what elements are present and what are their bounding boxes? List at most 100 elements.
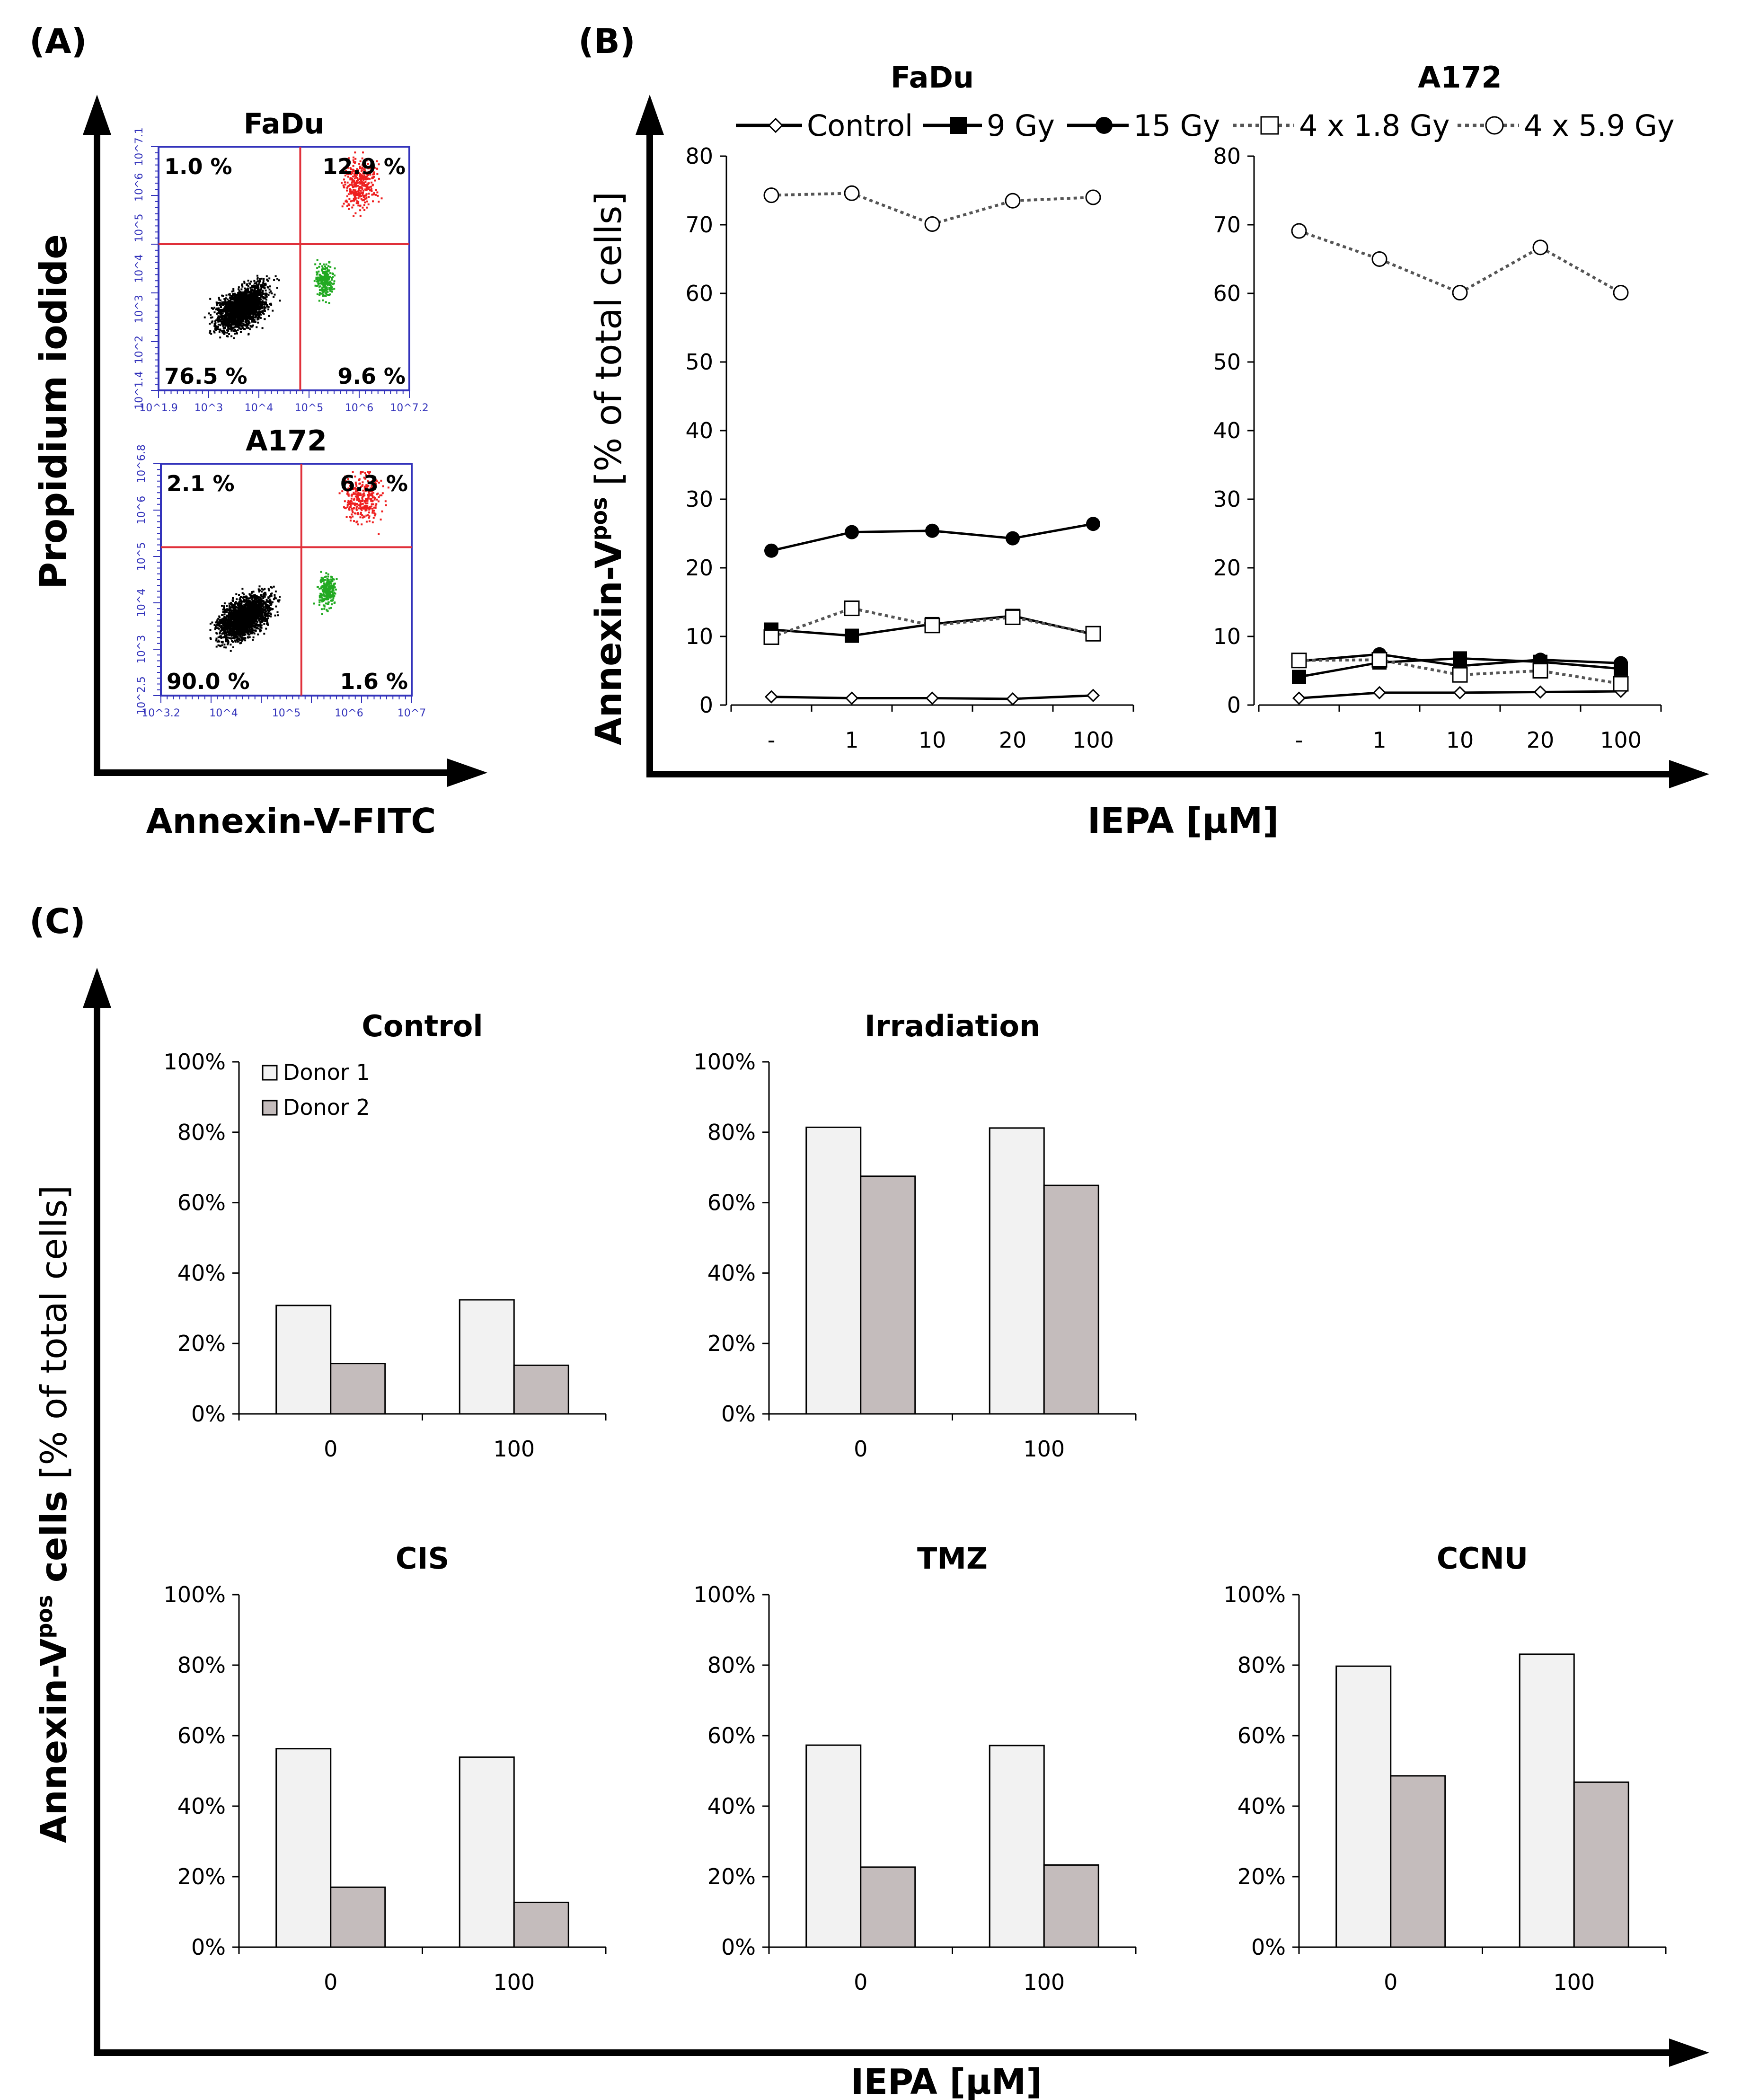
y-tick-label: 0% [721, 1934, 756, 1960]
bar-donor-1 [805, 1744, 862, 1948]
bar-donor-2 [860, 1175, 916, 1415]
y-tick-label: 60% [177, 1190, 226, 1216]
x-tick-label: 0 [1384, 1969, 1397, 1995]
bar-donor-2 [1043, 1864, 1099, 1948]
marker-circle-open [924, 216, 940, 232]
quadrant-upper-left: 2.1 % [167, 471, 235, 496]
marker-square-open [1291, 653, 1307, 669]
marker-diamond [768, 117, 784, 133]
y-tick-label: 40% [177, 1793, 226, 1819]
x-tick-label: 100 [1023, 1969, 1065, 1995]
bar-subplot-irradiation: Irradiation 0% 20% 40% 60% 80% 100% 0 100 [693, 1009, 1137, 1462]
x-tick-label: 10^6 [335, 707, 363, 719]
panel-b-ylabel-rest: [% of total cells] [587, 192, 629, 497]
series-control [1292, 684, 1628, 705]
y-tick-label: 10^2.5 [136, 676, 148, 715]
x-tick-label: - [1295, 727, 1303, 753]
panel-c-ylabel: Annexin-Vpos cells [% of total cells] [32, 1185, 75, 1843]
marker-square-open [1085, 626, 1101, 642]
x-tick-label: 10^3 [194, 402, 223, 414]
y-tick-label: 40% [177, 1260, 226, 1286]
y-tick-label: 60% [1237, 1723, 1286, 1748]
legend-label: Control [807, 108, 913, 143]
series-4-x-5-9-gy [1291, 223, 1629, 301]
flow-plot-a172: A172 10^3.2 10^4 10^5 10^6 10^7 10^2.5 10^3 10^4… [136, 424, 426, 719]
y-tick-label: 10^3 [136, 635, 148, 663]
y-tick-label: 20% [177, 1864, 226, 1889]
y-tick-label: 10^7.1 [133, 127, 145, 166]
flow-plot-title: FaDu [244, 107, 324, 141]
marker-circle-filled [1086, 517, 1100, 531]
line-subplot-a172: A172 0 10 20 30 40 50 60 70 80 - 1 10 20 100 [1213, 60, 1662, 753]
bar-donor-1 [1519, 1653, 1575, 1948]
marker-diamond [925, 691, 939, 705]
marker-square-filled [950, 117, 967, 134]
marker-circle-open [1371, 251, 1387, 267]
y-tick-label: 10^5 [136, 542, 148, 571]
y-tick-label: 50 [1213, 349, 1241, 375]
subplot-title: CIS [396, 1541, 449, 1576]
y-tick-label: 0 [699, 692, 713, 718]
dots-early-apoptotic [313, 259, 336, 304]
y-tick-label: 20% [1237, 1864, 1286, 1889]
y-tick-label: 80 [685, 143, 713, 169]
marker-circle-open [844, 185, 860, 201]
bar-donor-2 [860, 1866, 916, 1948]
x-tick-label: 10^7 [398, 707, 426, 719]
bar-donor-2 [1390, 1775, 1446, 1948]
marker-square-open [1452, 667, 1468, 683]
y-tick-label: 10^6 [133, 173, 145, 202]
x-tick-label: 10^4 [245, 402, 273, 414]
marker-circle-filled [1614, 656, 1628, 671]
dots-live [209, 585, 281, 652]
bar-subplot-tmz: TMZ 0% 20% 40% 60% 80% 100% 0 100 [693, 1541, 1137, 1995]
y-tick-label: 10^2 [133, 335, 145, 364]
x-tick-label: 0 [854, 1969, 867, 1995]
quadrant-lower-left: 90.0 % [167, 669, 250, 694]
x-tick-label: 100 [1553, 1969, 1595, 1995]
panel-c-x-arrow [1669, 2038, 1709, 2067]
bar-donor-1 [989, 1745, 1045, 1948]
panel-b-ylabel-sup: pos [586, 497, 612, 541]
bar-donor-1 [275, 1305, 332, 1415]
dots-late-apoptotic [340, 151, 383, 217]
panel-c-xlabel: IEPA [μM] [851, 2062, 1042, 2100]
y-tick-label: 100% [693, 1049, 756, 1075]
y-tick-label: 80% [707, 1120, 756, 1145]
bar-donor-2 [513, 1364, 569, 1415]
marker-square-open [763, 629, 779, 645]
x-tick-label: 20 [999, 727, 1027, 753]
y-tick-label: 10^4 [133, 254, 145, 282]
marker-square-open [1613, 676, 1629, 692]
y-tick-label: 80% [1237, 1652, 1286, 1678]
x-tick-label: 10^3.2 [141, 707, 180, 719]
marker-circle-filled [764, 543, 778, 558]
marker-circle-open [763, 187, 779, 203]
y-tick-label: 80% [177, 1120, 226, 1145]
bar-donor-2 [330, 1886, 386, 1948]
quadrant-upper-left: 1.0 % [164, 154, 232, 179]
bar-subplot-control: Control 0% 20% 40% 60% 80% 100% 0 100 [163, 1009, 607, 1462]
subplot-title: TMZ [917, 1541, 988, 1576]
bar-subplot-cis: CIS 0% 20% 40% 60% 80% 100% 0 100 [163, 1541, 607, 1995]
legend-item-donor-1: Donor 1 [262, 1059, 370, 1085]
legend-label: 15 Gy [1133, 108, 1220, 143]
x-tick-label: 100 [1023, 1436, 1065, 1462]
flow-plots: FaDu 10^1.9 10^3 10^4 10^5 10^6 10^7.2 10^1.4 10… [133, 107, 429, 719]
bar-donor-1 [275, 1748, 332, 1948]
dots-early-apoptotic [313, 571, 338, 615]
panel-a-xlabel: Annexin-V-FITC [146, 801, 436, 841]
marker-circle-filled [845, 525, 859, 539]
line-charts: FaDu 0 10 20 30 40 50 60 70 80 - 1 10 20 100 A172 0 10 20 3… [685, 60, 1662, 753]
marker-square-open [924, 618, 940, 634]
marker-square-open [1371, 652, 1387, 668]
y-tick-label: 20% [177, 1331, 226, 1356]
y-tick-label: 40 [1213, 418, 1241, 443]
scatter-dots [203, 151, 383, 339]
marker-square-filled [845, 628, 859, 643]
legend-item-donor-2: Donor 2 [262, 1094, 370, 1120]
bar-donor-2 [513, 1901, 569, 1948]
scatter-dots [209, 471, 389, 652]
